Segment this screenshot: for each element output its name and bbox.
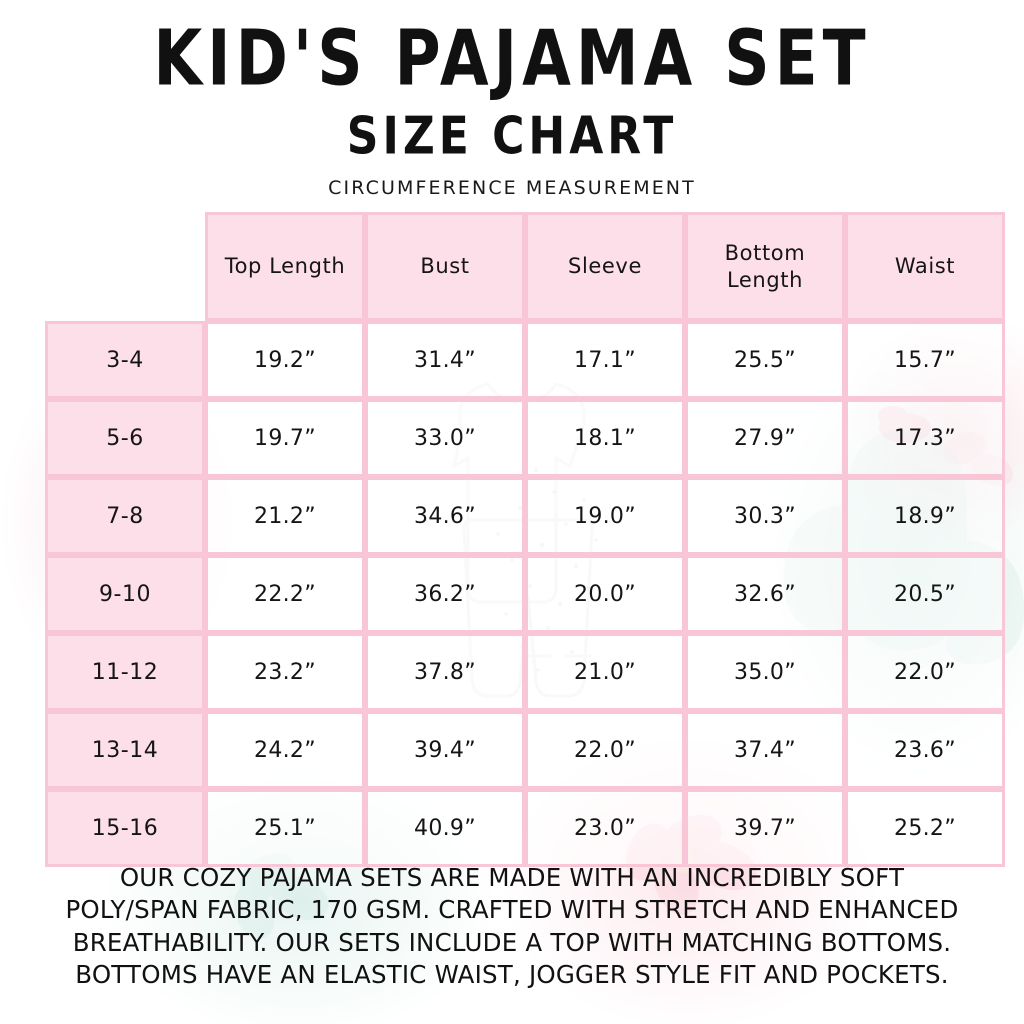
table-row: 9-10 22.2” 36.2” 20.0” 32.6” 20.5”	[45, 555, 1005, 633]
cell-sleeve: 17.1”	[525, 321, 685, 399]
table-body: 3-4 19.2” 31.4” 17.1” 25.5” 15.7” 5-6 19…	[45, 321, 1005, 867]
cell-waist: 25.2”	[845, 789, 1005, 867]
column-header-waist: Waist	[845, 212, 1005, 321]
cell-sleeve: 22.0”	[525, 711, 685, 789]
description-line-3: BREATHABILITY. OUR SETS INCLUDE A TOP WI…	[72, 927, 952, 957]
cell-bust: 33.0”	[365, 399, 525, 477]
cell-bottom-length: 39.7”	[685, 789, 845, 867]
table-row: 3-4 19.2” 31.4” 17.1” 25.5” 15.7”	[45, 321, 1005, 399]
cell-waist: 15.7”	[845, 321, 1005, 399]
size-label: 3-4	[45, 321, 205, 399]
description-line-1: OUR COZY PAJAMA SETS ARE MADE WITH AN IN…	[119, 863, 905, 892]
cell-sleeve: 21.0”	[525, 633, 685, 711]
cell-bust: 39.4”	[365, 711, 525, 789]
size-label: 15-16	[45, 789, 205, 867]
table-row: 15-16 25.1” 40.9” 23.0” 39.7” 25.2”	[45, 789, 1005, 867]
size-label: 11-12	[45, 633, 205, 711]
description-line-4: BOTTOMS HAVE AN ELASTIC WAIST, JOGGER ST…	[75, 959, 949, 989]
size-label: 7-8	[45, 477, 205, 555]
cell-sleeve: 18.1”	[525, 399, 685, 477]
size-chart-table: Top Length Bust Sleeve Bottom Length Wai…	[45, 212, 1005, 867]
cell-waist: 23.6”	[845, 711, 1005, 789]
table-header: Top Length Bust Sleeve Bottom Length Wai…	[45, 212, 1005, 321]
column-header-bottom-length: Bottom Length	[685, 212, 845, 321]
cell-top-length: 24.2”	[205, 711, 365, 789]
cell-bust: 34.6”	[365, 477, 525, 555]
size-label: 13-14	[45, 711, 205, 789]
cell-waist: 17.3”	[845, 399, 1005, 477]
title-block: KID'S PAJAMA SET SIZE CHART CIRCUMFERENC…	[0, 0, 1024, 198]
column-header-top-length: Top Length	[205, 212, 365, 321]
cell-top-length: 19.2”	[205, 321, 365, 399]
cell-top-length: 23.2”	[205, 633, 365, 711]
cell-bottom-length: 30.3”	[685, 477, 845, 555]
cell-bust: 37.8”	[365, 633, 525, 711]
cell-top-length: 22.2”	[205, 555, 365, 633]
cell-waist: 18.9”	[845, 477, 1005, 555]
cell-waist: 20.5”	[845, 555, 1005, 633]
cell-bust: 40.9”	[365, 789, 525, 867]
product-description: OUR COZY PAJAMA SETS ARE MADE WITH AN IN…	[0, 862, 1024, 991]
page-subtitle: SIZE CHART	[346, 106, 678, 167]
page-title: KID'S PAJAMA SET	[153, 13, 871, 103]
cell-sleeve: 20.0”	[525, 555, 685, 633]
cell-top-length: 19.7”	[205, 399, 365, 477]
cell-sleeve: 23.0”	[525, 789, 685, 867]
table-row: 5-6 19.7” 33.0” 18.1” 27.9” 17.3”	[45, 399, 1005, 477]
cell-bottom-length: 37.4”	[685, 711, 845, 789]
cell-bottom-length: 27.9”	[685, 399, 845, 477]
cell-sleeve: 19.0”	[525, 477, 685, 555]
size-label: 5-6	[45, 399, 205, 477]
size-label: 9-10	[45, 555, 205, 633]
column-header-bust: Bust	[365, 212, 525, 321]
cell-bottom-length: 32.6”	[685, 555, 845, 633]
table-row: 13-14 24.2” 39.4” 22.0” 37.4” 23.6”	[45, 711, 1005, 789]
measurement-note: CIRCUMFERENCE MEASUREMENT	[328, 177, 696, 199]
column-header-sleeve: Sleeve	[525, 212, 685, 321]
cell-top-length: 21.2”	[205, 477, 365, 555]
cell-bust: 31.4”	[365, 321, 525, 399]
table-row: 11-12 23.2” 37.8” 21.0” 35.0” 22.0”	[45, 633, 1005, 711]
header-row: Top Length Bust Sleeve Bottom Length Wai…	[45, 212, 1005, 321]
table-corner-cell	[45, 212, 205, 321]
cell-bust: 36.2”	[365, 555, 525, 633]
table-row: 7-8 21.2” 34.6” 19.0” 30.3” 18.9”	[45, 477, 1005, 555]
cell-bottom-length: 35.0”	[685, 633, 845, 711]
description-line-2: POLY/SPAN FABRIC, 170 GSM. CRAFTED WITH …	[65, 895, 959, 925]
cell-top-length: 25.1”	[205, 789, 365, 867]
cell-waist: 22.0”	[845, 633, 1005, 711]
cell-bottom-length: 25.5”	[685, 321, 845, 399]
